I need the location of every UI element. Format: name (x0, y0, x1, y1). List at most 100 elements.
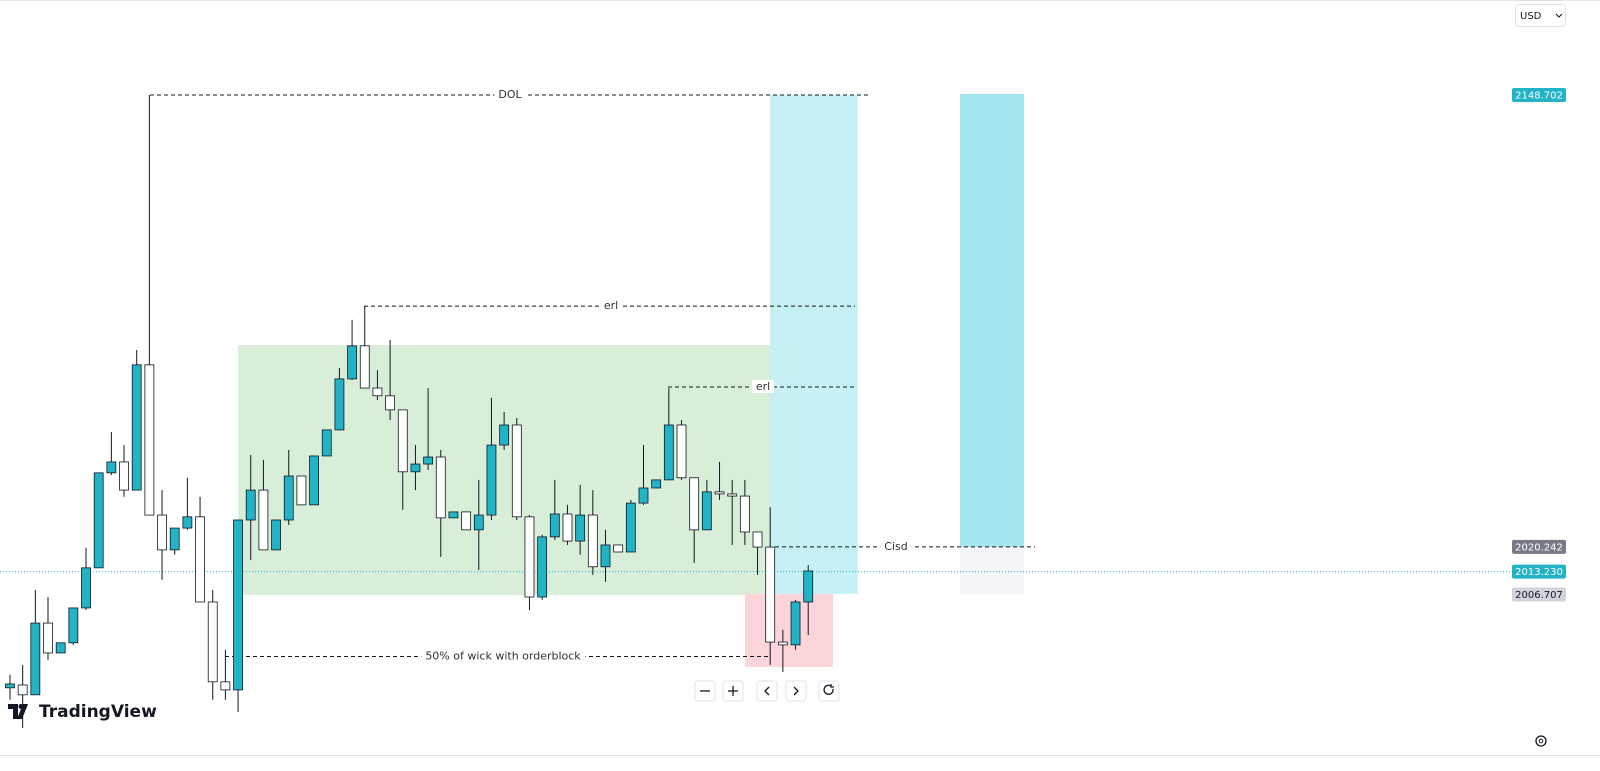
candle-body (347, 345, 357, 380)
candle-body (727, 493, 738, 497)
candle-body (119, 461, 129, 491)
levels: DOL erl erl Cisd 50% of wick with orderblock (0, 87, 1510, 663)
candle-body (385, 395, 396, 411)
candle-body (524, 516, 535, 598)
candle-body (182, 516, 193, 529)
candle-body (461, 511, 472, 531)
candle-body (511, 424, 522, 518)
scroll-left-button[interactable] (756, 680, 778, 702)
candle-body (410, 463, 421, 473)
level-label-bg (599, 299, 623, 313)
currency-box[interactable] (1515, 4, 1566, 27)
nav-buttons (694, 680, 840, 702)
chevron (1555, 13, 1563, 18)
zone (745, 593, 833, 668)
candle-body (423, 456, 434, 465)
candle-body (93, 472, 104, 569)
candle-body (486, 444, 497, 516)
candle-body (207, 601, 218, 683)
candle-body (30, 622, 41, 696)
candle-body (638, 487, 649, 504)
left-icon (764, 686, 770, 696)
candle-body (55, 642, 66, 654)
level-label-bg (751, 379, 775, 393)
settings-icon[interactable] (1535, 735, 1547, 747)
candle-body (714, 491, 725, 495)
zone (960, 546, 1024, 595)
candle-body (169, 527, 180, 551)
reset-button[interactable] (818, 680, 840, 702)
scroll-right-button[interactable] (785, 680, 807, 702)
candle-body (296, 475, 307, 506)
candle-body (81, 567, 91, 609)
candle-body (435, 456, 446, 519)
candle-body (5, 683, 15, 689)
price-axis: 2148.702 2020.242 2013.230 2006.707 (1512, 87, 1566, 602)
candle-body (245, 489, 256, 521)
price-label-bg (1512, 87, 1566, 102)
candle-body (144, 364, 155, 516)
candle-body (157, 514, 167, 551)
candle-body (663, 424, 674, 481)
candle-body (448, 511, 459, 519)
price-label: 2013.230 (1515, 567, 1563, 578)
candle-body (233, 519, 243, 691)
candle-body (562, 513, 573, 542)
currency-text[interactable]: USD (1520, 11, 1542, 22)
reset-icon (823, 684, 834, 695)
candle-body (271, 519, 281, 551)
zoom-out-button[interactable] (694, 680, 716, 702)
candle-body (195, 516, 205, 603)
logo-dot (18, 704, 24, 709)
button-bg[interactable] (756, 680, 778, 702)
button-bg[interactable] (818, 680, 840, 702)
candle-body (17, 684, 28, 696)
price-label-bg (1512, 564, 1566, 579)
candle-body (309, 455, 319, 506)
level-label: erl (756, 380, 770, 393)
level-label: DOL (498, 88, 522, 101)
price-label: 2148.702 (1515, 90, 1563, 101)
candle-body (587, 514, 598, 568)
candle-body (397, 409, 408, 473)
candle-body (106, 461, 117, 474)
candle-body (334, 378, 345, 431)
candle-body (765, 546, 776, 643)
gear-hub (1538, 738, 1544, 744)
candle-body (575, 514, 586, 542)
level-label-bg (494, 87, 527, 101)
candle-body (676, 424, 687, 479)
zoom-in-button[interactable] (722, 680, 744, 702)
candle-body (537, 536, 548, 598)
candle-body (359, 345, 370, 389)
candle-body (701, 491, 712, 531)
candle-body (473, 514, 484, 531)
candle-body (613, 544, 624, 553)
candle-body (790, 601, 801, 646)
price-label-bg (1512, 587, 1566, 602)
price-label: 2020.242 (1515, 542, 1563, 553)
level-label: erl (604, 299, 618, 312)
level-label-bg (880, 539, 912, 553)
candle-body (600, 544, 611, 568)
candle-body (43, 622, 53, 654)
currency-selector[interactable]: USD (1515, 4, 1566, 27)
gear-ring[interactable] (1535, 735, 1547, 747)
candle-body (803, 570, 814, 603)
branding: TradingView (8, 702, 157, 722)
candle-body (321, 429, 332, 457)
right-icon (793, 686, 799, 696)
zones (238, 93, 1024, 668)
candle-body (689, 477, 700, 531)
price-label: 2006.707 (1515, 590, 1563, 601)
plus-icon (728, 686, 738, 696)
candle-body (739, 495, 750, 533)
candle-body (372, 387, 383, 397)
button-bg[interactable] (785, 680, 807, 702)
zone (960, 93, 1024, 547)
candle-body (258, 489, 269, 551)
brand-text: TradingView (39, 702, 157, 722)
candle-body (220, 681, 231, 691)
candle-body (131, 364, 142, 491)
level-label-bg (421, 649, 586, 663)
